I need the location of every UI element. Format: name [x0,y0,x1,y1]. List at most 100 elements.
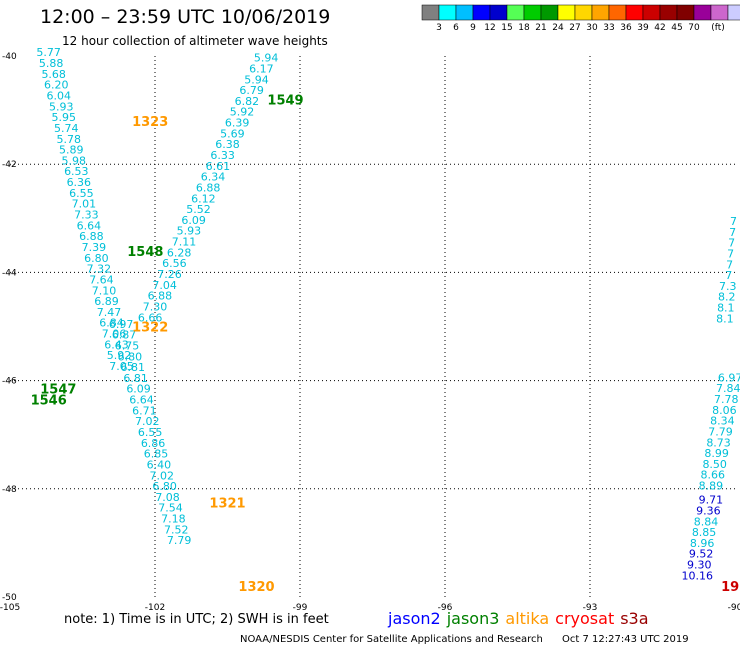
wave-height-value: 6.75 [115,339,140,352]
color-scale-label: 18 [518,23,530,33]
wave-height-value: 7.3 [719,280,737,293]
pass-number-label: 1549 [267,93,303,108]
wave-height-value: 6.28 [167,246,192,259]
wave-height-value: 9.71 [699,494,724,507]
color-scale-label: (ft) [711,23,725,33]
wave-height-value: 7.01 [72,198,97,211]
wave-height-value: 6.88 [148,290,173,303]
track-c: 6.976.876.756.806.816.816.096.646.717.02… [109,318,192,547]
wave-height-value: 7.79 [708,425,733,438]
wave-height-value: 7 [730,215,737,228]
wave-height-value: 6.97 [109,318,134,331]
latitude-tick-label: -44 [2,268,17,278]
wave-height-value: 5.98 [62,154,87,167]
wave-height-value: 7.05 [109,360,134,373]
wave-height-value: 8.06 [712,404,737,417]
wave-height-value: 7.79 [167,534,192,547]
wave-height-value: 8.99 [704,447,729,460]
credit-text: NOAA/NESDIS Center for Satellite Applica… [240,634,543,645]
color-scale-label: 21 [535,23,546,33]
wave-height-value: 6.80 [84,252,109,265]
pass-number-label: 1547 [40,383,76,398]
wave-height-value: 5.77 [36,46,61,59]
wave-height-value: 6.79 [239,84,264,97]
longitude-tick-label: -99 [293,603,308,610]
wave-height-value: 6.97 [718,371,740,384]
wave-height-value: 8.73 [706,436,731,449]
wave-height-value: 7.08 [155,491,180,504]
longitude-tick-label: -105 [0,603,20,610]
pass-number-label: 1320 [238,580,274,595]
wave-height-value: 6.33 [210,149,235,162]
map-title: 12:00 – 23:59 UTC 10/06/2019 [40,6,331,28]
wave-height-value: 8.2 [718,291,736,304]
satellite-legend-cryosat: cryosat [555,609,615,628]
wave-height-value: 8.89 [699,480,724,493]
satellite-legend-jason2: jason2 [388,609,441,628]
color-scale-label: 36 [620,23,632,33]
color-scale-label: 42 [654,23,665,33]
wave-height-value: 7.39 [82,241,107,254]
wave-height-value: 6.20 [44,79,69,92]
wave-height-value: 6.40 [147,458,172,471]
wave-height-value: 6.17 [249,62,274,75]
wave-height-value: 9.36 [696,504,721,517]
wave-height-value: 7.84 [716,382,740,395]
color-scale-label: 30 [586,23,598,33]
wave-height-value: 7.78 [714,393,739,406]
wave-height-value: 6.85 [144,448,169,461]
longitude-tick-label: -102 [145,603,165,610]
wave-height-value: 5.92 [107,349,132,362]
wave-height-value: 6.38 [215,138,240,151]
longitude-tick-label: -96 [438,603,453,610]
wave-height-value: 6.89 [94,295,119,308]
color-scale-label: 3 [436,23,442,33]
wave-height-value: 6.88 [79,230,104,243]
wave-height-value: 6.53 [64,165,89,178]
wave-height-value: 7.30 [143,300,168,313]
wave-height-value: 5.95 [51,111,76,124]
track-a: 5.775.885.686.206.045.935.955.745.785.89… [36,46,133,373]
wave-height-value: 6.04 [46,89,71,102]
track-d: 6.977.847.788.068.347.798.738.998.508.66… [699,371,740,492]
wave-height-value: 5.89 [59,144,84,157]
wave-height-value: 7.33 [74,209,99,222]
map-subtitle: 12 hour collection of altimeter wave hei… [62,34,328,48]
color-scale-label: 33 [603,23,614,33]
wave-height-value: 5.68 [41,68,66,81]
color-scale-label: 45 [671,23,682,33]
wave-height-value: 5.93 [177,225,202,238]
wave-height-value: 7 [727,247,734,260]
wave-height-value: 7.32 [87,263,112,276]
wave-height-value: 5.88 [39,57,64,70]
generated-timestamp: Oct 7 12:27:43 UTC 2019 [562,634,689,645]
color-scale-label: 24 [552,23,564,33]
wave-height-value: 6.81 [123,372,148,385]
track-e: 9.719.36 [696,494,723,518]
wave-height-value: 6.56 [162,257,187,270]
color-swatch-18 [727,4,740,21]
wave-height-value: 7.26 [157,268,182,281]
latitude-tick-label: -48 [2,485,17,495]
pass-number-label: 1546 [31,394,67,409]
axis-tick-labels: -105 -102 -99 -96 -93 -90 -40 -42 -44 -46 -48 -50 [0,52,740,610]
wave-height-value: 5.74 [54,122,79,135]
wave-height-value: 7.18 [161,513,186,526]
satellite-legend: jason2 jason3 altika cryosat s3a [388,609,655,628]
wave-height-value: 6.82 [235,95,260,108]
pass-number-label: 1321 [209,496,245,511]
wave-height-value: 7 [725,269,732,282]
wave-height-value: 7 [728,237,735,250]
wave-height-value: 6.80 [118,350,143,363]
credit-line: NOAA/NESDIS Center for Satellite Applica… [240,634,705,645]
pass-number-label: 19 [721,580,739,595]
altimeter-tracks: 5.775.885.686.206.04 5.93 5.955.745.785.89… [36,46,740,582]
wave-height-value: 6.87 [112,329,137,342]
satellite-legend-altika: altika [505,609,550,628]
wave-height-value: 5.78 [57,133,82,146]
longitude-tick-label: -90 [728,603,740,610]
map-grid [10,56,735,597]
wave-height-value: 7.06 [102,328,127,341]
wave-height-map: -105 -102 -99 -96 -93 -90 -40 -42 -44 -46 -48 -50 5… [0,46,740,610]
